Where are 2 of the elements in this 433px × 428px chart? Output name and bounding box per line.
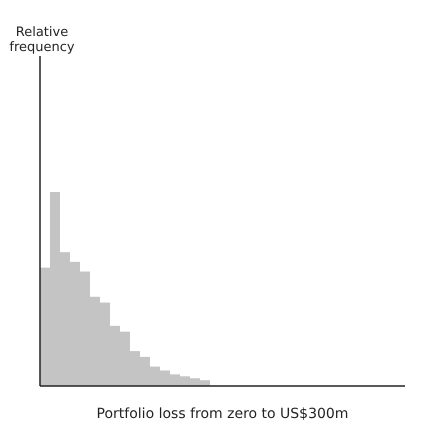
x-axis-title: Portfolio loss from zero to US$300m <box>96 406 348 422</box>
text: Relative frequency <box>9 25 75 55</box>
